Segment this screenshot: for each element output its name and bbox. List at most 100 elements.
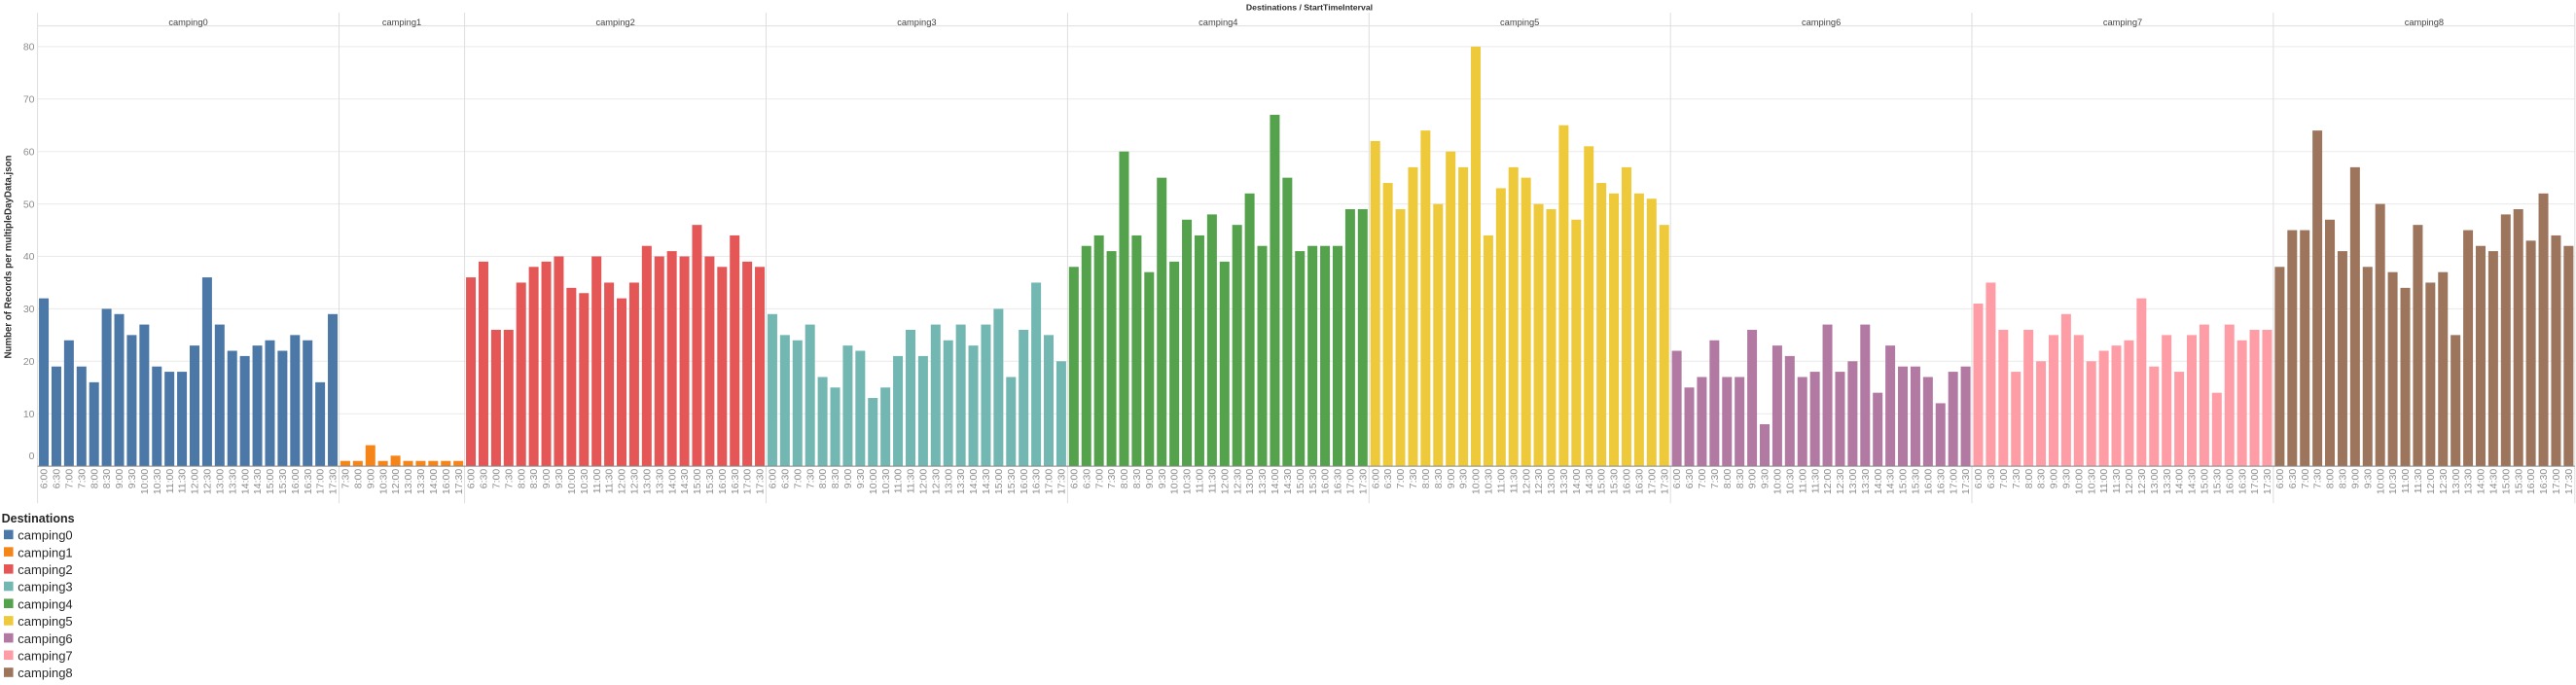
svg-text:17:30: 17:30 <box>1960 469 1972 494</box>
svg-text:16:00: 16:00 <box>1320 469 1332 494</box>
svg-text:7:30: 7:30 <box>1709 469 1721 489</box>
svg-text:13:30: 13:30 <box>654 469 665 494</box>
svg-text:7:00: 7:00 <box>1093 469 1105 489</box>
svg-text:11:00: 11:00 <box>1195 469 1206 494</box>
svg-text:camping3: camping3 <box>18 580 72 595</box>
svg-text:9:30: 9:30 <box>126 469 138 489</box>
svg-text:camping7: camping7 <box>2103 18 2142 27</box>
svg-text:10:30: 10:30 <box>579 469 590 494</box>
svg-text:16:30: 16:30 <box>2236 469 2248 494</box>
svg-text:11:30: 11:30 <box>1206 469 1218 494</box>
svg-text:11:30: 11:30 <box>604 469 616 494</box>
svg-text:8:30: 8:30 <box>2036 469 2048 489</box>
svg-text:60: 60 <box>23 146 35 158</box>
svg-text:14:30: 14:30 <box>2488 469 2500 494</box>
svg-text:17:30: 17:30 <box>1659 469 1670 494</box>
svg-text:8:30: 8:30 <box>528 469 540 489</box>
svg-text:camping6: camping6 <box>1802 18 1841 27</box>
svg-text:10: 10 <box>23 409 35 420</box>
svg-text:9:30: 9:30 <box>1157 469 1168 489</box>
svg-text:13:30: 13:30 <box>1558 469 1570 494</box>
svg-text:11:00: 11:00 <box>1495 469 1507 494</box>
svg-text:8:30: 8:30 <box>1433 469 1445 489</box>
svg-text:16:30: 16:30 <box>1633 469 1645 494</box>
svg-text:camping2: camping2 <box>595 18 634 27</box>
svg-text:15:30: 15:30 <box>2211 469 2223 494</box>
svg-text:12:00: 12:00 <box>190 469 201 494</box>
svg-text:15:30: 15:30 <box>277 469 289 494</box>
svg-text:9:00: 9:00 <box>2349 469 2361 489</box>
svg-text:11:00: 11:00 <box>591 469 603 494</box>
svg-text:13:00: 13:00 <box>1244 469 1256 494</box>
svg-text:11:00: 11:00 <box>893 469 905 494</box>
svg-text:15:00: 15:00 <box>1295 469 1306 494</box>
svg-text:17:30: 17:30 <box>1056 469 1068 494</box>
svg-text:9:30: 9:30 <box>2362 469 2374 489</box>
svg-text:7:30: 7:30 <box>2312 469 2324 489</box>
svg-text:Number of Records per multiple: Number of Records per multipleDayData.js… <box>4 155 15 358</box>
svg-text:15:00: 15:00 <box>265 469 276 494</box>
svg-text:14:30: 14:30 <box>1584 469 1595 494</box>
svg-text:6:00: 6:00 <box>2274 469 2286 489</box>
svg-text:15:00: 15:00 <box>1596 469 1608 494</box>
svg-text:13:00: 13:00 <box>1546 469 1557 494</box>
svg-text:10:30: 10:30 <box>2387 469 2399 494</box>
svg-text:9:30: 9:30 <box>1458 469 1470 489</box>
svg-text:17:30: 17:30 <box>1357 469 1369 494</box>
svg-text:15:00: 15:00 <box>692 469 703 494</box>
svg-text:17:30: 17:30 <box>755 469 767 494</box>
svg-text:15:00: 15:00 <box>2200 469 2211 494</box>
svg-text:11:00: 11:00 <box>2400 469 2412 494</box>
svg-text:6:30: 6:30 <box>2287 469 2299 489</box>
svg-text:13:30: 13:30 <box>2162 469 2173 494</box>
svg-text:16:30: 16:30 <box>730 469 741 494</box>
svg-text:12:30: 12:30 <box>2136 469 2148 494</box>
svg-text:camping7: camping7 <box>18 649 72 664</box>
svg-text:16:30: 16:30 <box>2538 469 2550 494</box>
svg-text:50: 50 <box>23 198 35 210</box>
svg-text:10:30: 10:30 <box>2086 469 2097 494</box>
svg-text:14:30: 14:30 <box>679 469 691 494</box>
svg-text:11:30: 11:30 <box>2413 469 2424 494</box>
svg-text:9:00: 9:00 <box>1747 469 1759 489</box>
svg-text:13:30: 13:30 <box>2463 469 2475 494</box>
svg-text:10:30: 10:30 <box>377 469 389 494</box>
svg-text:9:30: 9:30 <box>554 469 565 489</box>
svg-text:12:30: 12:30 <box>629 469 641 494</box>
svg-text:17:00: 17:00 <box>315 469 327 494</box>
svg-text:10:00: 10:00 <box>566 469 578 494</box>
svg-text:7:00: 7:00 <box>792 469 804 489</box>
svg-text:17:00: 17:00 <box>2249 469 2261 494</box>
svg-text:13:00: 13:00 <box>943 469 954 494</box>
svg-text:17:00: 17:00 <box>742 469 754 494</box>
svg-text:17:00: 17:00 <box>1646 469 1658 494</box>
svg-text:9:00: 9:00 <box>1446 469 1457 489</box>
svg-text:11:30: 11:30 <box>177 469 189 494</box>
svg-text:11:30: 11:30 <box>1809 469 1821 494</box>
svg-text:11:30: 11:30 <box>1508 469 1520 494</box>
svg-text:17:00: 17:00 <box>1044 469 1055 494</box>
svg-text:10:30: 10:30 <box>152 469 163 494</box>
svg-text:30: 30 <box>23 304 35 315</box>
svg-text:7:00: 7:00 <box>490 469 502 489</box>
svg-text:camping8: camping8 <box>2405 18 2444 27</box>
svg-text:20: 20 <box>23 356 35 368</box>
svg-text:12:00: 12:00 <box>1822 469 1834 494</box>
svg-text:7:00: 7:00 <box>1998 469 2010 489</box>
svg-text:16:00: 16:00 <box>2525 469 2537 494</box>
svg-text:70: 70 <box>23 94 35 106</box>
svg-text:14:30: 14:30 <box>1282 469 1294 494</box>
svg-text:7:30: 7:30 <box>340 469 352 489</box>
svg-text:14:00: 14:00 <box>968 469 980 494</box>
svg-text:14:00: 14:00 <box>2174 469 2186 494</box>
svg-text:15:30: 15:30 <box>2513 469 2524 494</box>
svg-text:6:30: 6:30 <box>1382 469 1394 489</box>
svg-text:16:00: 16:00 <box>1622 469 1633 494</box>
svg-text:8:00: 8:00 <box>516 469 527 489</box>
svg-text:6:30: 6:30 <box>1684 469 1696 489</box>
svg-text:8:30: 8:30 <box>1735 469 1746 489</box>
svg-text:17:30: 17:30 <box>328 469 340 494</box>
svg-text:10:30: 10:30 <box>1784 469 1796 494</box>
svg-text:16:30: 16:30 <box>1031 469 1043 494</box>
svg-text:13:30: 13:30 <box>1860 469 1872 494</box>
